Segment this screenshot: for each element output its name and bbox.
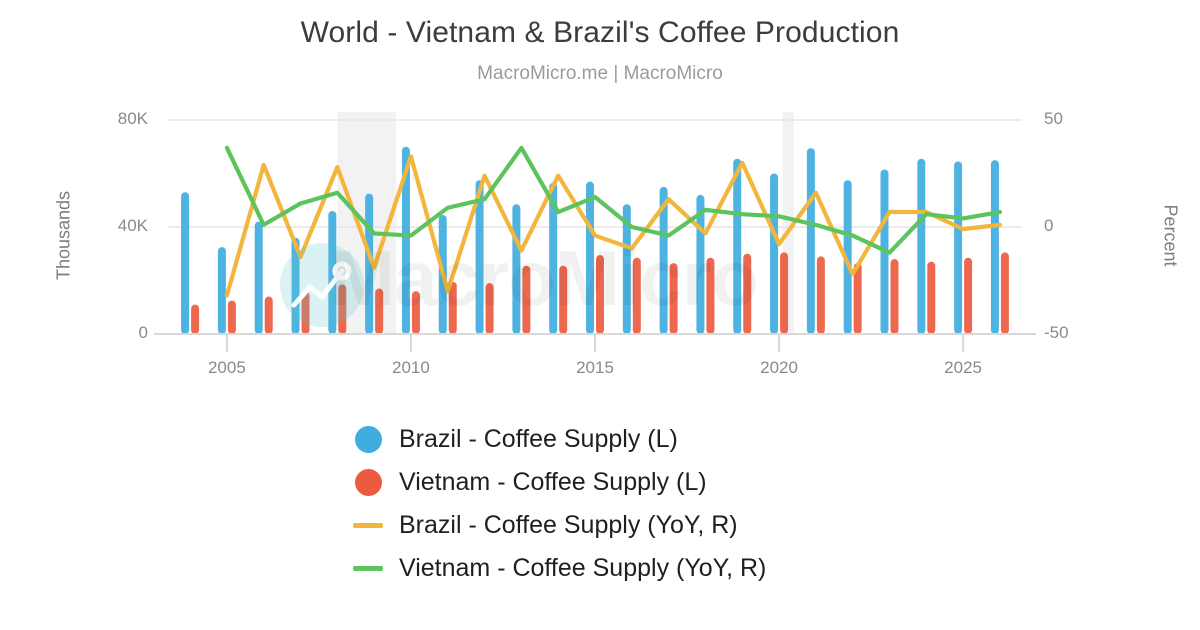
legend-circle-icon <box>345 426 391 453</box>
chart-legend: Brazil - Coffee Supply (L) Vietnam - Coff… <box>0 418 1200 590</box>
legend-line-icon <box>345 566 391 571</box>
x-tick-label: 2025 <box>944 358 982 377</box>
bar-vietnam <box>411 291 420 334</box>
bar-vietnam <box>522 265 531 334</box>
legend-vietnam-bar[interactable]: Vietnam - Coffee Supply (L) <box>345 461 707 504</box>
x-tick-label: 2020 <box>760 358 798 377</box>
bar-brazil <box>549 182 558 334</box>
bar-brazil <box>586 181 594 334</box>
chart-title: World - Vietnam & Brazil's Coffee Produc… <box>300 16 900 49</box>
x-tick-label: 2010 <box>392 358 430 377</box>
bar-vietnam <box>743 253 752 334</box>
bar-vietnam <box>301 291 310 334</box>
bar-brazil <box>217 247 226 334</box>
chart-subtitle: MacroMicro.me | MacroMicro <box>477 63 723 84</box>
x-tick-label: 2015 <box>576 358 614 377</box>
line-vietnam-yoy <box>224 145 1003 255</box>
y-left-tick-label: 0 <box>138 323 148 342</box>
bar-brazil <box>181 192 190 334</box>
bar-vietnam <box>596 255 604 334</box>
bar-brazil <box>770 173 779 334</box>
y-left-tick-label: 80K <box>117 109 148 128</box>
legend-label: Brazil - Coffee Supply (YoY, R) <box>399 511 738 539</box>
legend-circle-icon <box>345 469 391 496</box>
bar-brazil <box>254 221 263 334</box>
legend-brazil-bar[interactable]: Brazil - Coffee Supply (L) <box>345 418 678 461</box>
bar-vietnam <box>264 296 273 334</box>
legend-label: Vietnam - Coffee Supply (YoY, R) <box>399 554 767 582</box>
bar-vietnam <box>191 304 200 334</box>
y-axis-right-title: Percent <box>1160 204 1181 267</box>
y-right-tick-label: 50 <box>1044 109 1063 128</box>
bar-vietnam <box>853 263 862 334</box>
bar-vietnam <box>485 283 494 334</box>
chart-canvas <box>154 112 1036 352</box>
legend-marker-swatch <box>353 566 383 571</box>
bar-vietnam <box>780 252 789 334</box>
bar-vietnam <box>375 288 384 334</box>
bar-brazil <box>512 204 521 334</box>
y-axis-left-title: Thousands <box>53 190 74 281</box>
bar-vietnam <box>890 259 899 334</box>
bar-brazil <box>806 148 815 334</box>
bar-brazil <box>733 158 742 334</box>
bar-brazil <box>990 160 999 334</box>
bar-brazil <box>843 180 852 334</box>
legend-vietnam-yoy[interactable]: Vietnam - Coffee Supply (YoY, R) <box>345 547 766 590</box>
bar-vietnam <box>227 300 236 334</box>
bar-brazil <box>622 204 631 334</box>
y-left-tick-label: 40K <box>117 216 148 235</box>
bar-brazil <box>917 158 926 334</box>
legend-label: Vietnam - Coffee Supply (L) <box>399 468 707 496</box>
bar-vietnam <box>448 281 457 334</box>
bar-vietnam <box>1000 252 1009 334</box>
legend-marker-swatch <box>354 469 382 496</box>
bar-brazil <box>328 210 337 334</box>
bar-vietnam <box>964 257 973 334</box>
bar-brazil <box>954 161 963 334</box>
bar-vietnam <box>632 257 641 334</box>
recession-band <box>782 112 794 334</box>
legend-marker-swatch <box>354 426 382 453</box>
bar-vietnam <box>706 257 715 334</box>
legend-label: Brazil - Coffee Supply (L) <box>399 425 678 453</box>
bar-brazil <box>475 180 484 334</box>
bar-vietnam <box>559 265 568 334</box>
legend-brazil-yoy[interactable]: Brazil - Coffee Supply (YoY, R) <box>345 504 738 547</box>
y-right-tick-label: 0 <box>1044 216 1054 235</box>
bar-brazil <box>401 146 410 334</box>
bar-vietnam <box>816 256 825 334</box>
bar-brazil <box>659 186 668 334</box>
y-right-tick-label: -50 <box>1044 323 1069 342</box>
bar-vietnam <box>927 261 936 334</box>
plot-area: MacroMicro Thousands Percent 0 40K 80K -50… <box>53 109 1181 377</box>
x-tick-label: 2005 <box>207 358 246 377</box>
legend-line-icon <box>345 523 391 528</box>
bar-vietnam <box>338 284 347 334</box>
bar-vietnam <box>669 263 678 334</box>
legend-marker-swatch <box>353 523 383 528</box>
